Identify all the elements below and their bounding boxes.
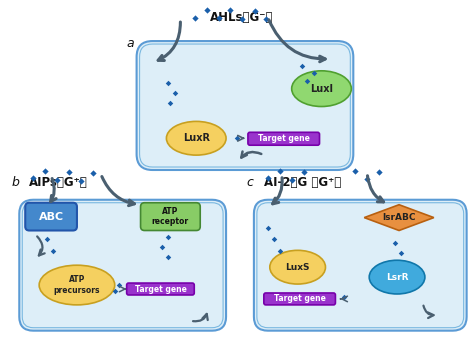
Text: Target gene: Target gene (273, 295, 326, 303)
Text: AI-2（G ＆G⁺）: AI-2（G ＆G⁺） (264, 176, 341, 189)
Text: Target gene: Target gene (135, 284, 186, 294)
Text: Target gene: Target gene (258, 134, 310, 143)
Text: LsrR: LsrR (386, 273, 408, 282)
FancyBboxPatch shape (254, 200, 466, 331)
Text: ATP
receptor: ATP receptor (152, 207, 189, 226)
Text: AIPs（G⁺）: AIPs（G⁺） (29, 176, 88, 189)
Polygon shape (364, 205, 434, 231)
Text: b: b (11, 176, 19, 189)
Ellipse shape (292, 71, 351, 106)
Ellipse shape (39, 265, 115, 305)
FancyBboxPatch shape (141, 203, 200, 231)
Ellipse shape (369, 260, 425, 294)
Text: AHLs（G⁻）: AHLs（G⁻） (210, 11, 273, 24)
Text: c: c (246, 176, 253, 189)
Text: LuxR: LuxR (183, 133, 210, 143)
FancyBboxPatch shape (137, 41, 353, 170)
FancyBboxPatch shape (19, 200, 226, 331)
Text: LuxS: LuxS (285, 263, 310, 272)
Text: ABC: ABC (38, 212, 64, 222)
Text: LuxI: LuxI (310, 84, 333, 94)
Text: a: a (127, 37, 134, 50)
FancyBboxPatch shape (248, 132, 319, 145)
FancyBboxPatch shape (25, 203, 77, 231)
Ellipse shape (166, 121, 226, 155)
FancyBboxPatch shape (264, 293, 336, 305)
Ellipse shape (270, 250, 326, 284)
Text: lsrABC: lsrABC (383, 213, 416, 222)
Text: ATP
precursors: ATP precursors (54, 275, 100, 295)
FancyBboxPatch shape (127, 283, 194, 295)
